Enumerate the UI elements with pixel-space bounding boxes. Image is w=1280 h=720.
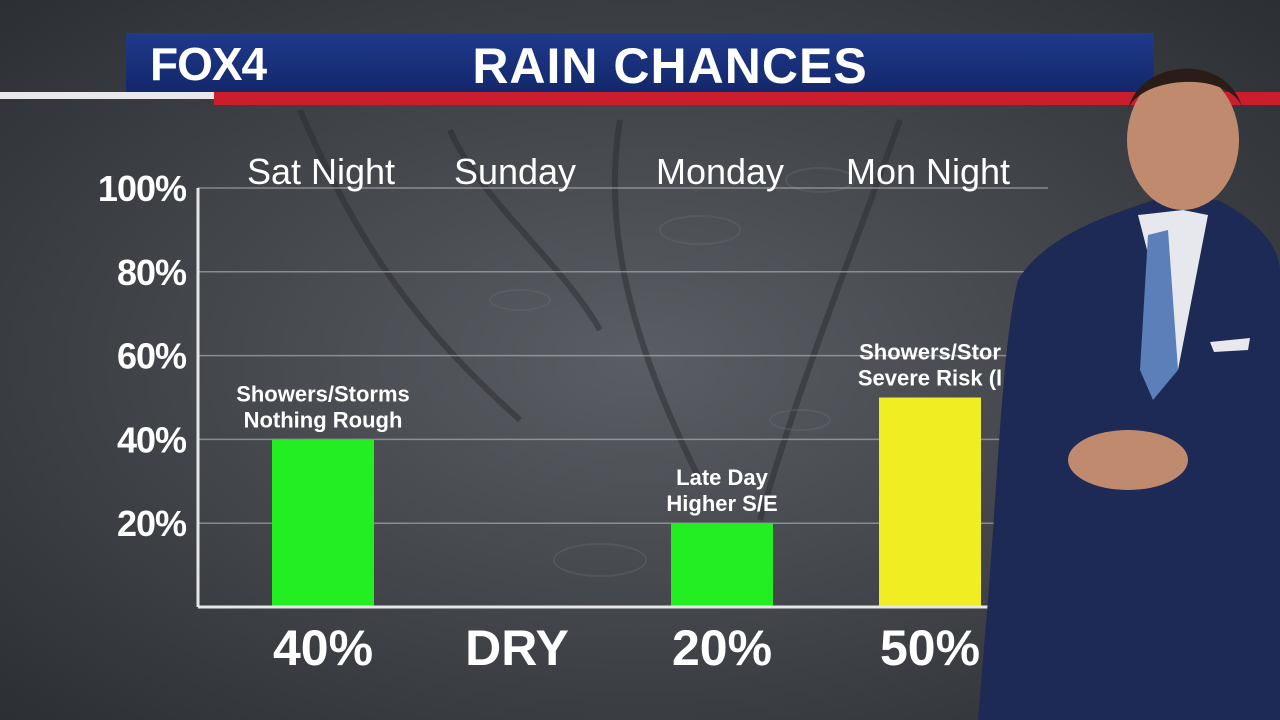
value-labels: 40% DRY 20% 50%	[273, 620, 980, 676]
y-tick-label: 80%	[117, 252, 187, 293]
bar-annotation: Higher S/E	[666, 491, 777, 516]
y-tick-label: 20%	[117, 503, 187, 544]
y-tick-label: 60%	[117, 336, 187, 377]
page-title: RAIN CHANCES	[472, 38, 868, 94]
bar	[671, 523, 773, 607]
value-label: 50%	[880, 620, 980, 676]
category-label: Sat Night	[247, 151, 395, 192]
bar-annotation: Severe Risk (l	[858, 366, 1002, 391]
category-label: Monday	[656, 151, 784, 192]
bar	[272, 439, 374, 607]
bar-annotation: Late Day	[676, 465, 768, 490]
title-banner	[126, 33, 1154, 93]
category-labels: Sat Night Sunday Monday Mon Night	[247, 151, 1010, 192]
y-tick-label: 100%	[98, 168, 187, 209]
value-label: 40%	[273, 620, 373, 676]
bar-annotation: Showers/Storms	[236, 381, 410, 406]
value-label: 20%	[672, 620, 772, 676]
presenter-figure	[978, 68, 1280, 720]
banner-red-stripe	[214, 92, 1280, 105]
value-label: DRY	[465, 620, 569, 676]
station-logo: FOX4	[150, 38, 267, 90]
bar-annotation: Nothing Rough	[244, 407, 403, 432]
bar	[879, 397, 981, 607]
chart-bars	[272, 397, 981, 607]
y-axis-ticks: 20% 40% 60% 80% 100%	[98, 168, 188, 544]
banner-white-stripe	[0, 92, 214, 99]
bar-annotation: Showers/Stor	[859, 340, 1001, 365]
y-tick-label: 40%	[117, 419, 187, 460]
category-label: Sunday	[454, 151, 576, 192]
category-label: Mon Night	[846, 151, 1010, 192]
